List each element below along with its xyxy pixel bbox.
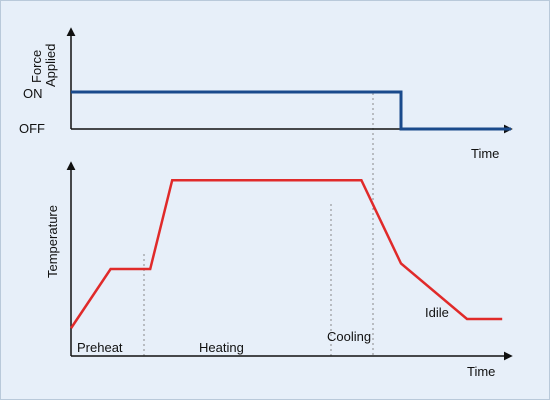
bottom-xlabel: Time xyxy=(467,364,495,379)
phase-label-heating: Heating xyxy=(199,340,244,355)
force-series-line xyxy=(71,90,511,131)
phase-label-idile: Idile xyxy=(425,305,449,320)
temperature-series-line xyxy=(69,179,503,329)
top-xlabel: Time xyxy=(471,146,499,161)
y-tick-label-on: ON xyxy=(23,86,43,101)
phase-label-cooling: Cooling xyxy=(327,329,371,344)
y-tick-label-off: OFF xyxy=(19,121,45,136)
phase-label-preheat: Preheat xyxy=(77,340,123,355)
bottom-ylabel: Temperature xyxy=(45,205,60,278)
top-ylabel-line2: Applied xyxy=(43,44,58,87)
top-ylabel-line1: Force xyxy=(29,50,44,83)
